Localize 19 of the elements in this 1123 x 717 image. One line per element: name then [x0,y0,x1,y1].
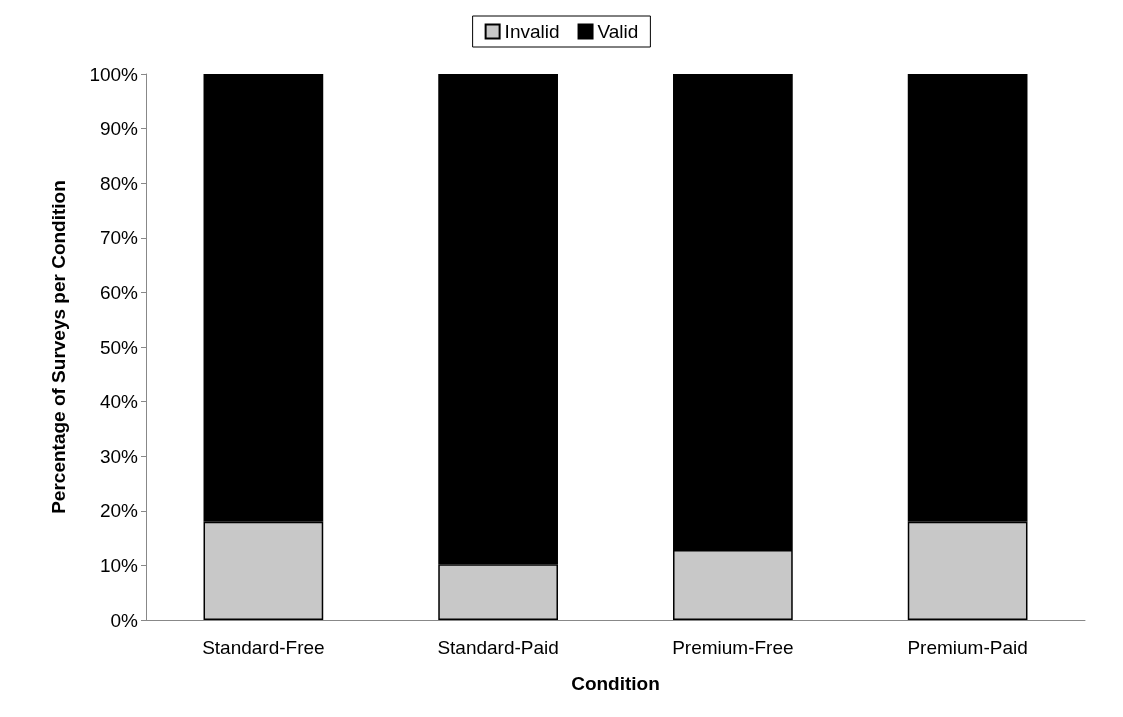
y-tick-label: 10% [99,554,139,576]
legend-label: Valid [597,21,639,42]
y-axis-title: Percentage of Surveys per Condition [48,180,69,514]
y-tick-label: 0% [110,609,139,631]
y-tick-label: 90% [99,118,139,140]
y-tick-label: 30% [99,445,139,467]
y-tick-label: 100% [89,63,139,85]
y-tick-label: 80% [99,172,139,194]
y-tick-label: 50% [99,336,139,358]
x-tick-label: Premium-Paid [907,637,1028,658]
y-tick-label: 70% [99,227,139,249]
y-tick-label: 40% [99,391,139,413]
y-tick-label: 60% [99,281,139,303]
x-tick-label: Premium-Free [672,637,794,658]
x-axis-title: Condition [571,673,660,694]
x-tick-label: Standard-Paid [437,637,559,658]
x-tick-label: Standard-Free [202,637,325,658]
y-tick-label: 20% [99,500,139,522]
legend-label: Invalid [504,21,560,42]
